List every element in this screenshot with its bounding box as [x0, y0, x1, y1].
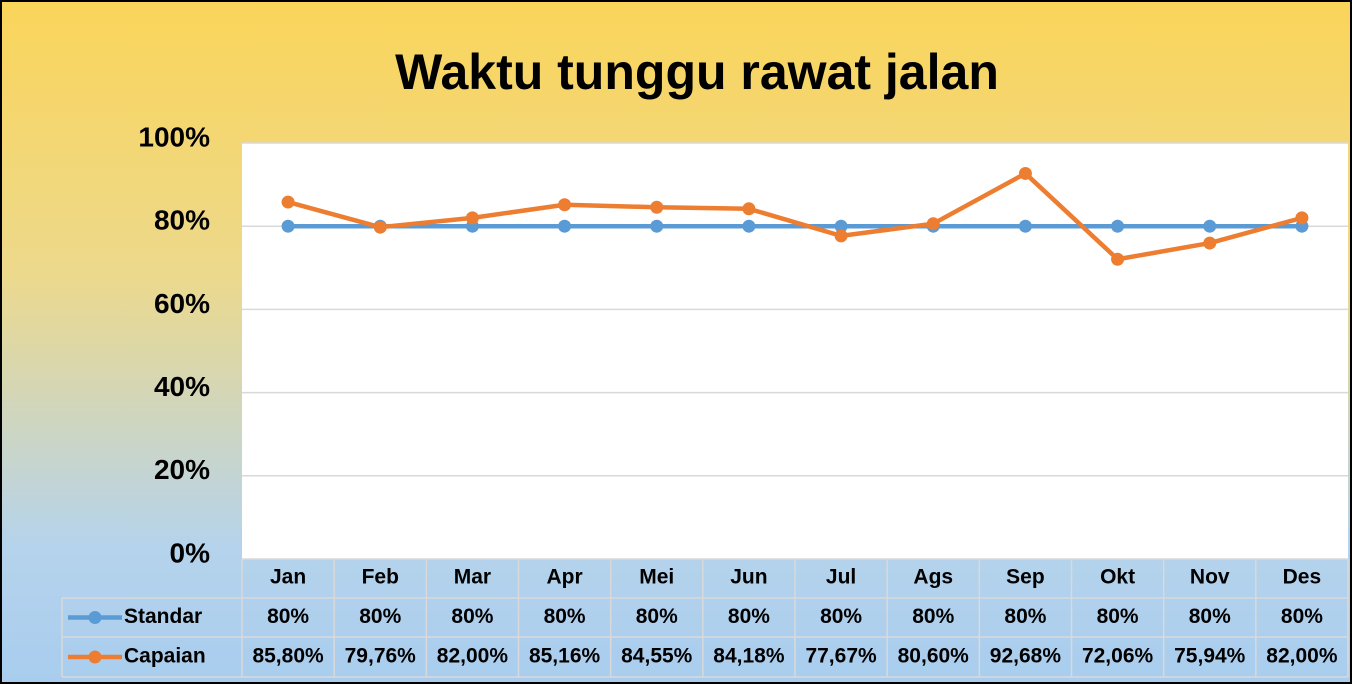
- data-point: [558, 219, 572, 233]
- x-tick-label: Apr: [546, 566, 582, 589]
- data-point: [1018, 219, 1032, 233]
- y-tick-label: 40%: [154, 371, 210, 402]
- data-label: 80%: [267, 605, 309, 628]
- x-tick-label: Mei: [639, 566, 674, 589]
- data-label: 84,55%: [621, 645, 693, 668]
- x-tick-label: Nov: [1190, 566, 1230, 589]
- series-line: [287, 171, 1303, 262]
- data-point: [1018, 166, 1032, 180]
- data-label: 75,94%: [1174, 645, 1246, 668]
- y-tick-label: 20%: [154, 454, 210, 485]
- y-tick-label: 80%: [154, 205, 210, 236]
- data-point: [1111, 252, 1125, 266]
- y-tick-label: 60%: [154, 288, 210, 319]
- legend-label: Standar: [124, 605, 202, 628]
- data-label: 80%: [544, 605, 586, 628]
- data-label: 80%: [451, 605, 493, 628]
- plot-area: [242, 143, 1348, 559]
- data-label: 85,16%: [529, 645, 601, 668]
- data-point: [1295, 211, 1309, 225]
- data-label: 80%: [636, 605, 678, 628]
- data-label: 80%: [359, 605, 401, 628]
- data-point: [650, 200, 664, 214]
- data-point: [742, 219, 756, 233]
- data-label: 77,67%: [805, 645, 877, 668]
- x-tick-label: Mar: [454, 566, 491, 589]
- y-tick-label: 100%: [138, 121, 210, 152]
- data-label: 80%: [1189, 605, 1231, 628]
- y-tick-label: 0%: [170, 537, 211, 568]
- data-label: 84,18%: [713, 645, 785, 668]
- data-label: 82,00%: [1266, 645, 1338, 668]
- data-point: [1111, 219, 1125, 233]
- data-point: [834, 219, 848, 233]
- data-point: [926, 217, 940, 231]
- x-tick-label: Sep: [1006, 566, 1045, 589]
- x-tick-label: Des: [1283, 566, 1322, 589]
- data-label: 82,00%: [437, 645, 509, 668]
- x-tick-label: Jun: [730, 566, 767, 589]
- data-point: [281, 219, 295, 233]
- data-label: 80%: [728, 605, 770, 628]
- data-label: 80,60%: [898, 645, 970, 668]
- data-point: [465, 211, 479, 225]
- x-tick-label: Ags: [913, 566, 953, 589]
- x-tick-label: Jul: [826, 566, 856, 589]
- data-point: [834, 229, 848, 243]
- data-label: 72,06%: [1082, 645, 1154, 668]
- data-point: [1203, 219, 1217, 233]
- data-label: 80%: [912, 605, 954, 628]
- x-tick-label: Okt: [1100, 566, 1135, 589]
- data-point: [1203, 236, 1217, 250]
- chart-title: Waktu tunggu rawat jalan: [395, 44, 999, 100]
- data-label: 85,80%: [252, 645, 324, 668]
- data-label: 79,76%: [345, 645, 417, 668]
- data-point: [373, 220, 387, 234]
- data-point: [742, 202, 756, 216]
- x-tick-label: Feb: [362, 566, 399, 589]
- data-label: 80%: [1097, 605, 1139, 628]
- legend-key: [88, 650, 102, 664]
- data-label: 92,68%: [990, 645, 1062, 668]
- data-point: [558, 198, 572, 212]
- data-label: 80%: [820, 605, 862, 628]
- x-tick-label: Jan: [270, 566, 306, 589]
- data-point: [281, 195, 295, 209]
- legend-label: Capaian: [124, 645, 206, 668]
- data-label: 80%: [1281, 605, 1323, 628]
- data-point: [650, 219, 664, 233]
- legend-key: [88, 611, 102, 624]
- data-label: 80%: [1004, 605, 1046, 628]
